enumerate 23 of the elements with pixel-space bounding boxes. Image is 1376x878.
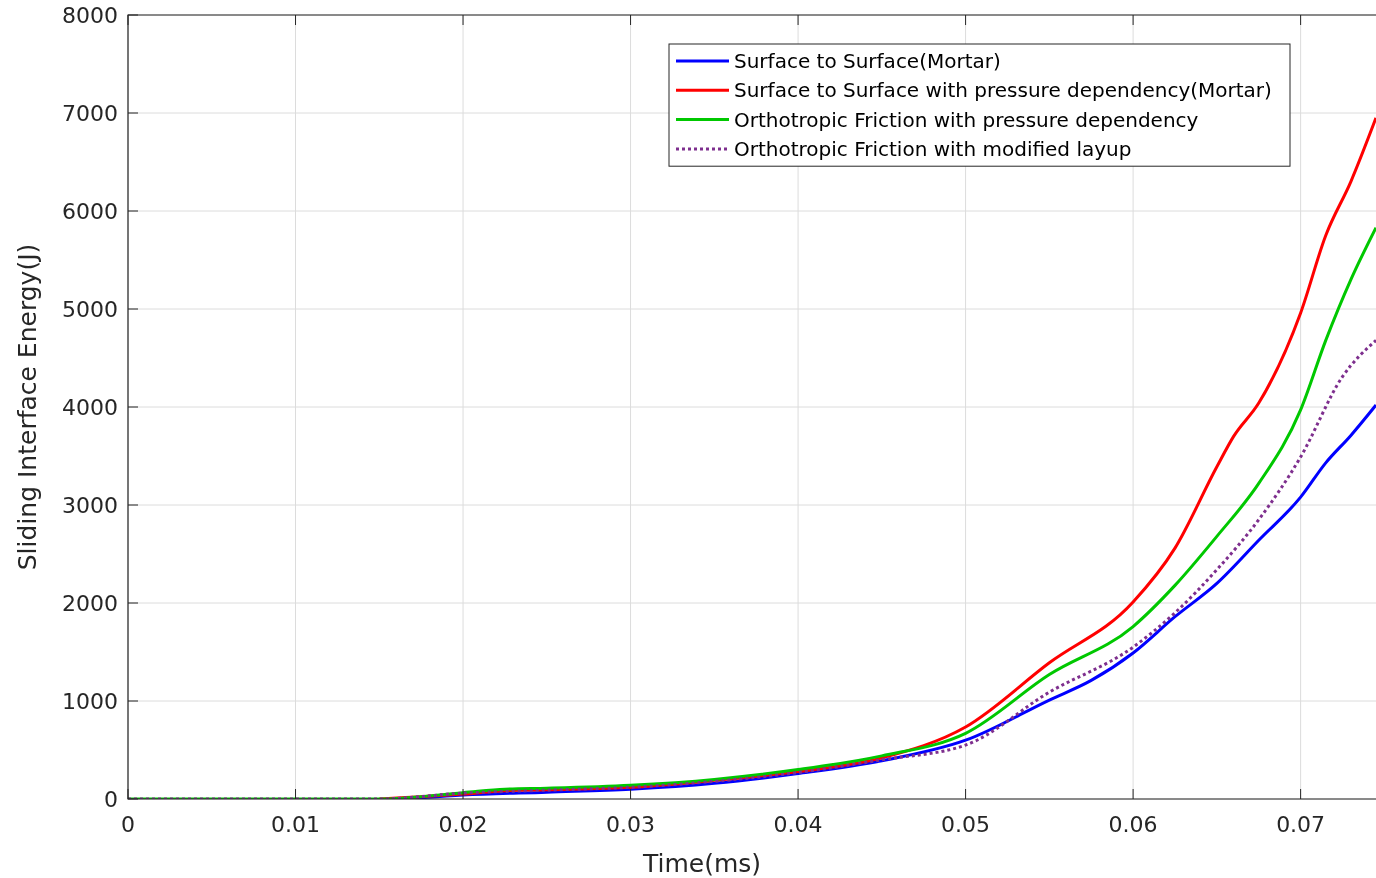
y-tick-label: 4000 xyxy=(62,394,118,420)
legend-label: Orthotropic Friction with pressure dependency xyxy=(734,107,1199,132)
y-tick-label: 0 xyxy=(104,786,118,812)
legend-label: Surface to Surface(Mortar) xyxy=(734,49,1001,73)
y-tick-label: 5000 xyxy=(62,296,118,322)
x-tick-label: 0.02 xyxy=(438,812,488,837)
x-tick-label: 0.01 xyxy=(271,812,321,837)
x-tick-label: 0.03 xyxy=(606,812,656,837)
y-tick-label: 8000 xyxy=(62,2,118,28)
y-tick-label: 7000 xyxy=(62,100,118,126)
x-tick-label: 0.07 xyxy=(1276,812,1326,837)
y-tick-label: 3000 xyxy=(62,492,118,518)
x-axis-title: Time(ms) xyxy=(641,849,762,878)
y-axis-title: Sliding Interface Energy(J) xyxy=(13,243,42,571)
y-tick-label: 2000 xyxy=(62,590,118,616)
x-tick-label: 0 xyxy=(121,812,135,837)
legend-label: Surface to Surface with pressure dependency(Mortar) xyxy=(734,78,1272,103)
x-tick-label: 0.06 xyxy=(1108,812,1158,837)
y-tick-label: 1000 xyxy=(62,688,118,714)
x-tick-label: 0.05 xyxy=(941,812,991,837)
legend-label: Orthotropic Friction with modified layup xyxy=(734,136,1132,161)
x-tick-label: 0.04 xyxy=(773,812,823,837)
y-tick-label: 6000 xyxy=(62,198,118,224)
